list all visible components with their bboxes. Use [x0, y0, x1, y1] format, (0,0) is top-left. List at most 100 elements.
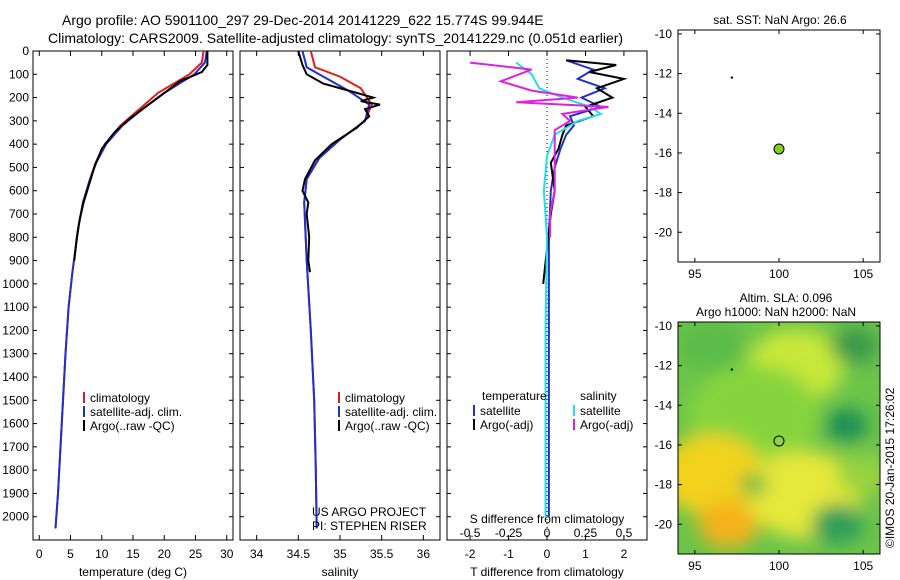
depth-tick-label: 1900	[2, 486, 29, 500]
depth-tick-label: 0	[22, 44, 29, 58]
salinity-xtick-label: 34	[250, 547, 264, 561]
difference-xtick-label: 1	[582, 547, 589, 561]
sla-blob	[811, 504, 865, 545]
salinity-legend-label: climatology	[345, 391, 405, 405]
temperature-legend-label: climatology	[90, 391, 150, 405]
sla_map-ytick-label: -18	[655, 478, 673, 492]
temperature-legend-label: Argo(..raw -QC)	[90, 419, 175, 433]
difference-xtick-label: 2	[621, 547, 628, 561]
sla-blob	[678, 434, 765, 516]
difference-xtick-label: -1	[503, 547, 514, 561]
depth-tick-label: 1600	[2, 417, 29, 431]
sla_map-xtick-label: 100	[769, 559, 789, 573]
temperature-panel: 0 5 10 15 20 25 30 temperature (deg C) 0 100 200 30…	[2, 44, 233, 579]
difference-t-legend-label: satellite	[480, 404, 521, 418]
sla-map-panel: 95 100 105 -10 -12 -14 -16 -18 -20 Altim. SLA: 0.…	[655, 291, 881, 573]
depth-tick-label: 900	[9, 254, 29, 268]
depth-tick-label: 1500	[2, 393, 29, 407]
difference-xtick-label: -2	[465, 547, 476, 561]
imos-stamp: ©IMOS 20-Jan-2015 17:26:02	[883, 387, 897, 548]
difference-xtick-label: 0	[544, 547, 551, 561]
difference-s-tick-label: 0.5	[616, 526, 633, 540]
salinity-xtick-label: 35.5	[370, 547, 394, 561]
depth-tick-label: 100	[9, 67, 29, 81]
sla-blob	[697, 500, 760, 548]
sla_map-ytick-label: -20	[655, 517, 673, 531]
difference-s-tick-label: 0	[544, 526, 551, 540]
figure-title-line2: Climatology: CARS2009. Satellite-adjuste…	[48, 30, 623, 46]
salinity-xlabel: salinity	[322, 565, 359, 579]
sst-map-title: sat. SST: NaN Argo: 26.6	[713, 13, 847, 27]
sst_map-ytick-label: -16	[655, 146, 673, 160]
depth-tick-label: 400	[9, 137, 29, 151]
temperature-xtick-label: 15	[126, 547, 140, 561]
sla_map-ytick-label: -14	[655, 398, 673, 412]
sla_map-xtick-label: 105	[853, 559, 873, 573]
depth-tick-label: 300	[9, 114, 29, 128]
difference-s-tick-label: 0.25	[574, 526, 598, 540]
sla-blob	[678, 322, 745, 372]
depth-tick-label: 1100	[3, 300, 29, 314]
sla-blob	[836, 454, 880, 495]
difference-series-0	[547, 59, 608, 517]
temperature-xlabel: temperature (deg C)	[79, 565, 187, 579]
difference-t-legend-label: Argo(-adj)	[480, 418, 533, 432]
salinity-frame	[239, 50, 441, 541]
difference-series-2	[515, 61, 604, 517]
temperature-xtick-label: 25	[189, 547, 203, 561]
sla_map-profile-marker	[773, 435, 785, 447]
difference-s-legend-label: Argo(-adj)	[580, 418, 633, 432]
difference-legend-s-header: salinity	[580, 389, 617, 403]
depth-tick-label: 200	[9, 91, 29, 105]
sla-blob	[830, 327, 879, 365]
difference-s-tick-label: -0.5	[460, 526, 481, 540]
difference-s-legend-label: satellite	[580, 404, 621, 418]
depth-tick-label: 700	[9, 207, 29, 221]
depth-tick-label: 600	[9, 184, 29, 198]
sla-blob	[824, 408, 869, 442]
salinity-legend-label: Argo(..raw -QC)	[345, 419, 430, 433]
sst_map-track-mark	[730, 76, 734, 79]
depth-tick-label: 1800	[2, 463, 29, 477]
depth-tick-label: 1300	[2, 347, 29, 361]
depth-tick-label: 2000	[2, 510, 29, 524]
temperature-xtick-label: 20	[158, 547, 172, 561]
sst_map-xtick-label: 95	[688, 267, 702, 281]
sst_map-ytick-label: -12	[655, 67, 673, 81]
depth-tick-label: 1700	[2, 440, 29, 454]
sst_map-ytick-label: -14	[655, 106, 673, 120]
depth-tick-label: 500	[9, 160, 29, 174]
difference-s-tick-label: -0.25	[495, 526, 523, 540]
sla-map-title-2: Argo h1000: NaN h2000: NaN	[696, 305, 856, 319]
salinity-series-1	[301, 50, 371, 529]
temperature-xtick-label: 30	[220, 547, 234, 561]
sla_map-ytick-label: -10	[655, 319, 673, 333]
salinity-panel: 34 34.5 35 35.5 36 salinity climatologysatelli…	[239, 50, 441, 579]
sla_map-ytick-label: -16	[655, 438, 673, 452]
depth-tick-label: 1400	[2, 370, 29, 384]
sst_map-ytick-label: -20	[655, 225, 673, 239]
sla-field	[678, 322, 880, 548]
depth-tick-label: 800	[9, 230, 29, 244]
salinity-legend-label: satellite-adj. clim.	[345, 405, 437, 419]
temperature-xtick-label: 0	[36, 547, 43, 561]
sst_map-xtick-label: 105	[853, 267, 873, 281]
difference-legend-t-header: temperature	[482, 389, 547, 403]
sst-map-panel: 95 100 105 -10 -12 -14 -16 -18 -20 sat. SST: NaN …	[655, 13, 881, 281]
salinity-xtick-label: 35	[333, 547, 347, 561]
salinity-xtick-label: 34.5	[287, 547, 311, 561]
sla_map-ytick-label: -12	[655, 359, 673, 373]
sst_map-xtick-label: 100	[769, 267, 789, 281]
sst_map-ytick-label: -18	[655, 186, 673, 200]
project-label: US ARGO PROJECT	[312, 505, 427, 519]
difference-xlabel: T difference from climatology	[470, 565, 624, 579]
temperature-xtick-label: 10	[95, 547, 109, 561]
temperature-frame	[32, 50, 234, 541]
temperature-legend-label: satellite-adj. clim.	[90, 405, 182, 419]
sla-field-inner	[678, 322, 880, 548]
temperature-series-2	[73, 51, 209, 261]
depth-tick-label: 1200	[2, 323, 29, 337]
sst_map-ytick-label: -10	[655, 27, 673, 41]
sst_map-profile-marker	[773, 143, 785, 155]
